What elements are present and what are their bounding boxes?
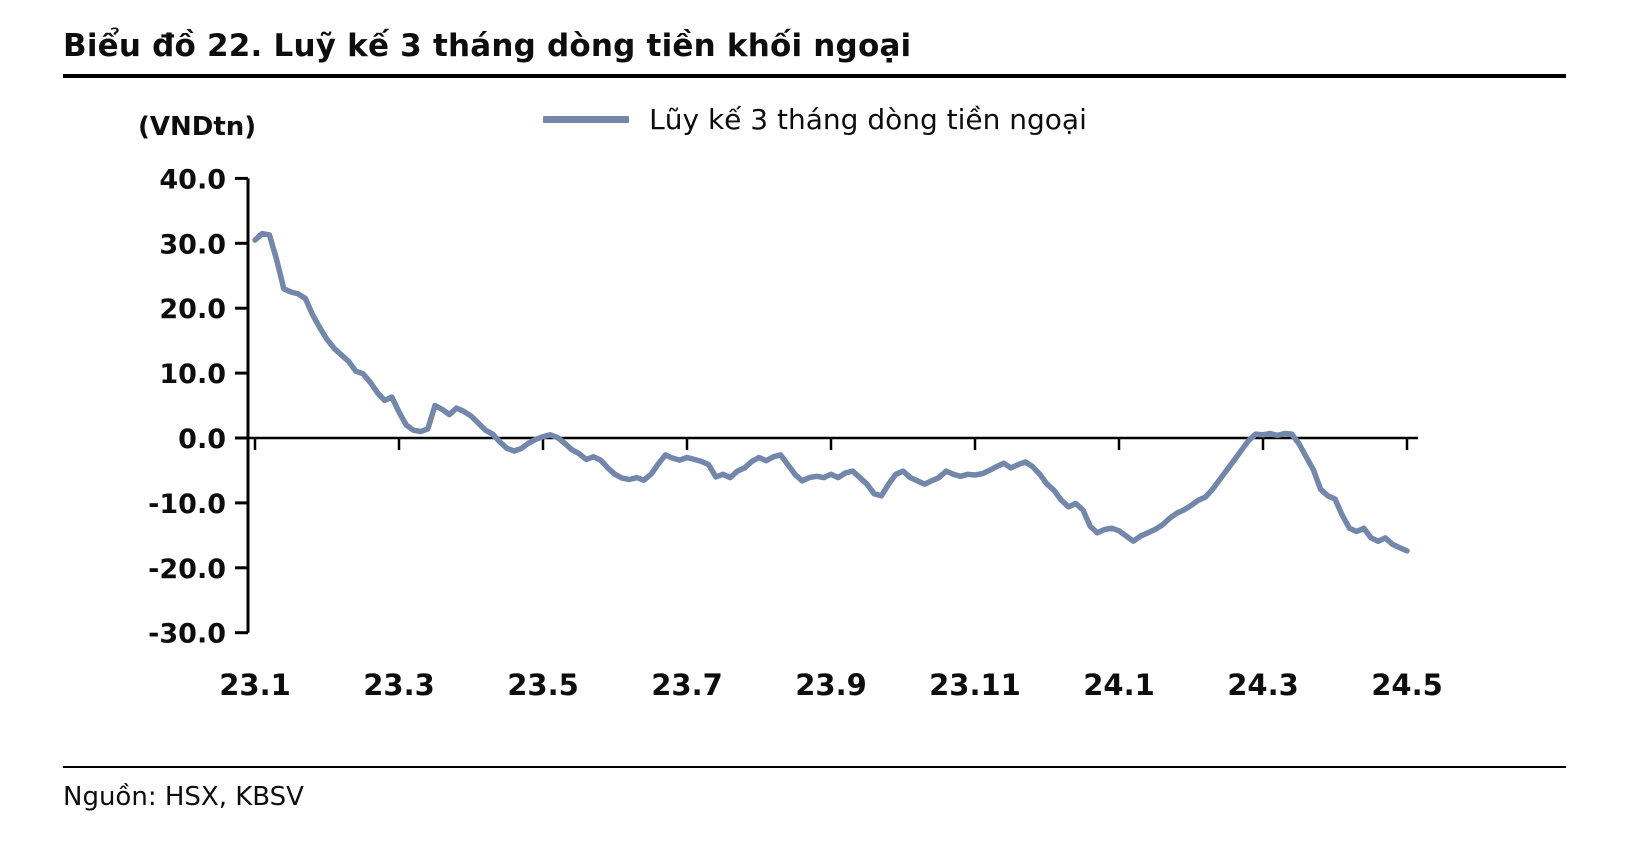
svg-text:23.5: 23.5 [507, 668, 579, 702]
svg-text:24.1: 24.1 [1083, 668, 1155, 702]
footer-divider [63, 766, 1566, 768]
svg-text:30.0: 30.0 [159, 229, 226, 260]
svg-text:23.3: 23.3 [363, 668, 435, 702]
svg-text:-30.0: -30.0 [148, 619, 226, 650]
svg-text:23.9: 23.9 [795, 668, 867, 702]
y-axis-unit-label: (VNDtn) [138, 112, 257, 142]
legend-label: Lũy kế 3 tháng dòng tiền ngoại [649, 103, 1087, 136]
legend-line-swatch [543, 116, 630, 123]
svg-text:-10.0: -10.0 [148, 489, 226, 520]
svg-text:-20.0: -20.0 [148, 554, 226, 585]
svg-text:23.7: 23.7 [651, 668, 723, 702]
title-divider [63, 74, 1566, 78]
source-text: Nguồn: HSX, KBSV [63, 782, 304, 812]
svg-text:23.1: 23.1 [219, 668, 291, 702]
svg-text:0.0: 0.0 [178, 424, 226, 455]
chart-title: Biểu đồ 22. Luỹ kế 3 tháng dòng tiền khố… [63, 28, 912, 64]
svg-text:24.5: 24.5 [1371, 668, 1443, 702]
svg-text:24.3: 24.3 [1227, 668, 1299, 702]
svg-text:23.11: 23.11 [929, 668, 1021, 702]
svg-text:20.0: 20.0 [159, 294, 226, 325]
svg-text:10.0: 10.0 [159, 359, 226, 390]
legend: Lũy kế 3 tháng dòng tiền ngoại [0, 103, 1630, 136]
svg-text:40.0: 40.0 [159, 164, 226, 195]
